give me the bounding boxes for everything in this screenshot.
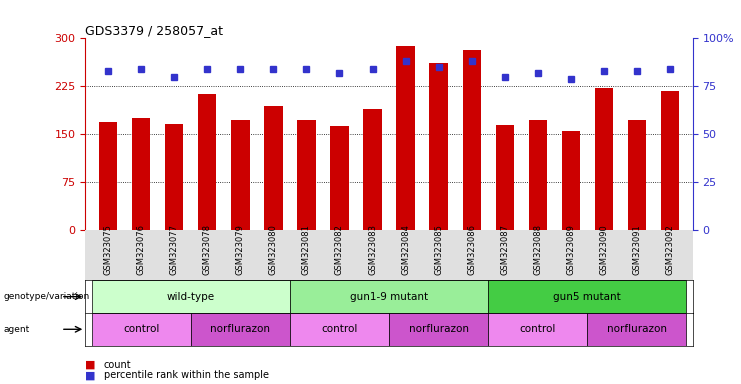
Bar	[133, 118, 150, 230]
Text: agent: agent	[4, 325, 30, 334]
Bar	[594, 88, 613, 230]
Bar	[488, 313, 587, 346]
Bar	[363, 109, 382, 230]
Bar	[290, 280, 488, 313]
Bar	[587, 313, 686, 346]
Text: GDS3379 / 258057_at: GDS3379 / 258057_at	[85, 24, 223, 37]
Bar	[562, 131, 579, 230]
Bar	[396, 46, 415, 230]
Text: wild-type: wild-type	[167, 291, 215, 302]
Bar	[290, 313, 389, 346]
Text: gun1-9 mutant: gun1-9 mutant	[350, 291, 428, 302]
Bar	[92, 313, 191, 346]
Bar	[231, 120, 250, 230]
Bar	[462, 50, 481, 230]
Text: norflurazon: norflurazon	[607, 324, 667, 334]
Bar	[165, 124, 184, 230]
Text: control: control	[123, 324, 159, 334]
Bar	[488, 280, 686, 313]
Text: percentile rank within the sample: percentile rank within the sample	[104, 370, 269, 380]
Bar	[297, 120, 316, 230]
Text: control: control	[322, 324, 358, 334]
Bar	[430, 63, 448, 230]
Bar	[265, 106, 282, 230]
Text: norflurazon: norflurazon	[408, 324, 468, 334]
Bar	[389, 313, 488, 346]
Text: gun5 mutant: gun5 mutant	[554, 291, 621, 302]
Bar	[496, 125, 514, 230]
Bar	[92, 280, 290, 313]
Text: control: control	[519, 324, 556, 334]
Text: norflurazon: norflurazon	[210, 324, 270, 334]
Text: genotype/variation: genotype/variation	[4, 292, 90, 301]
Bar	[661, 91, 679, 230]
Text: count: count	[104, 360, 131, 370]
Text: ■: ■	[85, 370, 96, 380]
Bar	[199, 94, 216, 230]
Bar	[330, 126, 348, 230]
Bar	[99, 122, 117, 230]
Bar	[528, 120, 547, 230]
Text: ■: ■	[85, 360, 96, 370]
Bar	[191, 313, 290, 346]
Bar	[628, 120, 645, 230]
